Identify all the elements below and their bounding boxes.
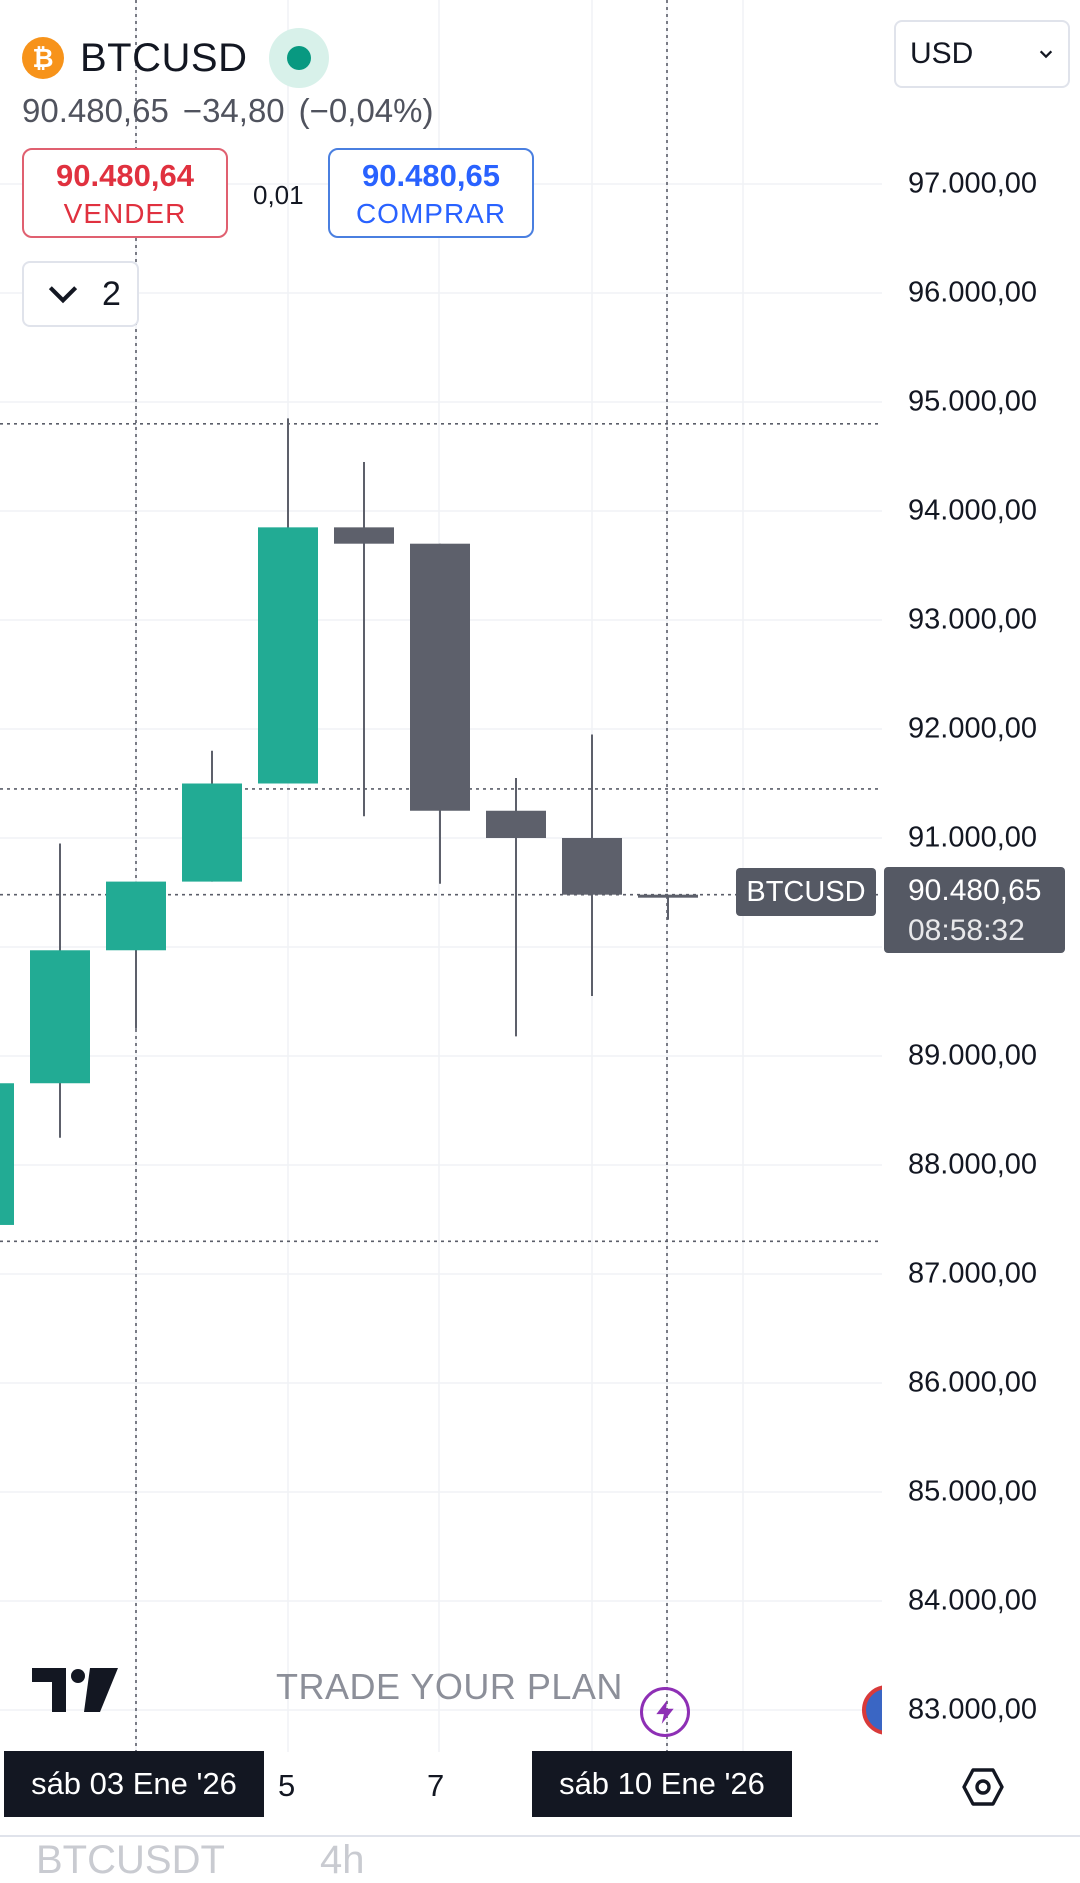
candle-body-up	[258, 527, 318, 784]
price-axis-label: 92.000,00	[908, 712, 1038, 745]
buy-label: COMPRAR	[355, 198, 507, 229]
series-symbol-label: BTCUSD	[736, 868, 876, 916]
ghost-symbol-text: BTCUSDT	[36, 1838, 225, 1882]
indicators-count: 2	[102, 274, 121, 313]
watermark-slogan: TRADE YOUR PLAN	[276, 1666, 623, 1707]
economic-event-icon[interactable]	[862, 1685, 882, 1735]
candle-body-up	[106, 881, 166, 951]
buy-button[interactable]: 90.480,65 COMPRAR	[328, 148, 534, 238]
current-price: 90.480,65	[908, 874, 1042, 907]
candle-body-up	[0, 1083, 14, 1225]
price-axis-label: 91.000,00	[908, 821, 1038, 854]
price-axis-label: 94.000,00	[908, 494, 1038, 527]
flash-icon[interactable]	[640, 1687, 690, 1737]
price-axis-label: 84.000,00	[908, 1584, 1038, 1617]
chevron-down-icon	[48, 286, 78, 304]
candle-body-down	[334, 527, 394, 544]
price-axis-label: 96.000,00	[908, 276, 1038, 309]
bitcoin-icon: ₿	[22, 37, 64, 79]
time-axis-date-label: sáb 10 Ene '26	[532, 1751, 792, 1817]
price-axis-label: 95.000,00	[908, 385, 1038, 418]
currency-value: USD	[910, 37, 974, 70]
symbol-name[interactable]: BTCUSD	[80, 35, 248, 80]
tradingview-logo[interactable]	[32, 1668, 118, 1712]
candle-body-down	[410, 543, 470, 811]
bar-countdown: 08:58:32	[908, 914, 1025, 947]
price-axis-label: 83.000,00	[908, 1693, 1038, 1726]
price-change-percent: (−0,04%)	[298, 92, 434, 129]
buy-price: 90.480,65	[362, 158, 500, 193]
candle-body-down	[486, 810, 546, 838]
symbol-header[interactable]: ₿ BTCUSD	[22, 28, 330, 88]
sell-price: 90.480,64	[56, 158, 194, 193]
price-axis-label: 89.000,00	[908, 1039, 1038, 1072]
price-axis-label: 87.000,00	[908, 1257, 1038, 1290]
current-price-label: 90.480,65 08:58:32	[884, 867, 1065, 953]
price-summary: 90.480,65 −34,80 (−0,04%)	[22, 92, 448, 130]
market-open-status-icon[interactable]	[269, 28, 330, 88]
price-change: −34,80	[182, 92, 285, 129]
sell-label: VENDER	[63, 198, 187, 229]
price-axis-label: 86.000,00	[908, 1366, 1038, 1399]
price-axis-label: 93.000,00	[908, 603, 1038, 636]
sell-button[interactable]: 90.480,64 VENDER	[22, 148, 228, 238]
chevron-down-icon	[1039, 50, 1053, 59]
price-axis-label: 85.000,00	[908, 1475, 1038, 1508]
candle-body-down	[562, 838, 622, 895]
ghost-interval-text: 4h	[320, 1838, 365, 1882]
time-axis-date-label: sáb 03 Ene '26	[4, 1751, 264, 1817]
currency-select[interactable]: USD	[894, 20, 1070, 88]
price-axis-label: 88.000,00	[908, 1148, 1038, 1181]
time-axis-tick: 7	[427, 1768, 445, 1803]
spread-value: 0,01	[253, 180, 304, 210]
price-axis-label: 97.000,00	[908, 167, 1038, 200]
candle-body-up	[30, 950, 90, 1084]
candle-body-up	[182, 783, 242, 882]
time-axis-tick: 5	[278, 1768, 296, 1803]
indicators-toggle-button[interactable]: 2	[22, 261, 139, 327]
candle-body-down	[638, 894, 698, 898]
settings-icon[interactable]	[962, 1766, 1004, 1808]
last-price: 90.480,65	[22, 92, 169, 129]
